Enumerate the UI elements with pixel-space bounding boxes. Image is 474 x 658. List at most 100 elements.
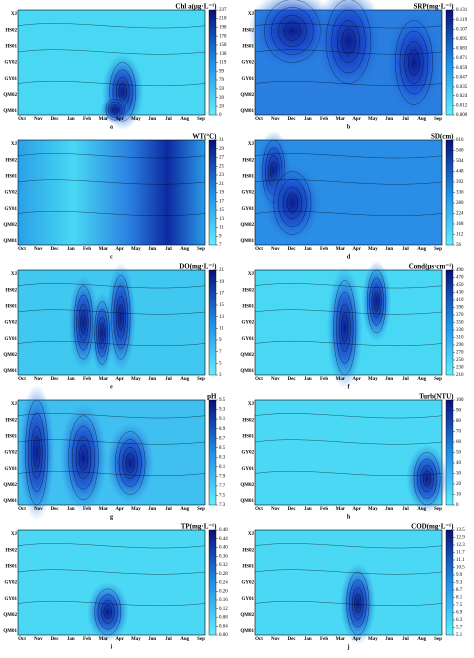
month-label: Aug [180, 377, 189, 382]
station-label: QM01 [3, 629, 17, 634]
month-label: Nov [271, 247, 280, 252]
month-label: Oct [255, 377, 263, 382]
station-label: GY01 [5, 597, 18, 602]
contour-line [420, 465, 434, 493]
month-label: Jan [67, 637, 75, 642]
colorbar-tick-label: 7.3 [219, 503, 226, 508]
colorbar-tick-label: 490 [456, 268, 464, 273]
panel-title: DO(mg·L⁻¹) [179, 263, 217, 271]
contour-line [254, 439, 443, 445]
month-label: May [368, 117, 378, 122]
station-label: QM02 [240, 483, 254, 488]
hotspot [100, 96, 131, 124]
station-label: QM02 [240, 353, 254, 358]
month-label: May [368, 377, 378, 382]
colorbar-tick-label: 0.071 [456, 56, 468, 61]
hotspot [406, 444, 448, 513]
colorbar-tick-label: 250 [456, 358, 464, 363]
contour-line [254, 153, 443, 159]
colorbar [445, 9, 454, 116]
month-label: Aug [180, 247, 189, 252]
contour-line [17, 569, 206, 575]
colorbar-tick-label: 11.7 [456, 551, 465, 556]
contour-line [110, 104, 121, 116]
colorbar-tick-label: 0.047 [456, 75, 468, 80]
contour-line [25, 399, 49, 506]
hotspot [384, 7, 444, 118]
month-label: May [131, 507, 141, 512]
contour-line [417, 458, 438, 499]
station-label: GY02 [242, 61, 255, 66]
station-label: XJ [248, 272, 255, 277]
colorbar-tick-label: 50 [456, 451, 462, 456]
colorbar-tick-label: 21 [219, 182, 225, 187]
month-label: Apr [352, 117, 361, 122]
colorbar-tick-label: 60 [456, 440, 462, 445]
colorbar-tick-label: 8.7 [219, 436, 226, 441]
colorbar-tick-label: 9.3 [219, 408, 226, 413]
station-label: QM01 [240, 499, 254, 504]
contour-line [341, 28, 356, 55]
month-label: Feb [83, 637, 91, 642]
station-label: GY01 [242, 207, 255, 212]
contour-line [325, 0, 372, 84]
colorbar [445, 139, 454, 246]
month-label: Jun [148, 637, 156, 642]
month-label: Apr [115, 117, 124, 122]
month-label: Dec [288, 377, 297, 382]
month-label: Sep [197, 507, 205, 512]
colorbar-tick-label: 56 [456, 243, 462, 248]
month-label: Sep [434, 247, 442, 252]
month-label: Mar [99, 117, 109, 122]
contour-line [273, 171, 312, 235]
colorbar-tick-label: 0.16 [219, 598, 228, 603]
station-label: HS01 [242, 174, 254, 179]
colorbar [208, 529, 217, 636]
station-label: QM02 [3, 353, 17, 358]
month-label: Sep [197, 247, 205, 252]
month-label: Sep [197, 117, 205, 122]
colorbar-tick-label: 70 [456, 430, 462, 435]
colorbar-tick-label: 99 [219, 69, 225, 74]
station-label: HS01 [5, 564, 17, 569]
colorbar-tick-label: 7.7 [219, 484, 226, 489]
colorbar-tick-label: 0.107 [456, 27, 468, 32]
colorbar-tick-label: 19 [219, 280, 225, 285]
station-label: HS02 [242, 288, 254, 293]
contour-line [254, 341, 443, 346]
hotspot [106, 422, 155, 504]
month-label: Apr [115, 247, 124, 252]
station-label: HS01 [242, 564, 254, 569]
contour-line [17, 439, 206, 445]
contour-line [254, 179, 443, 185]
colorbar-tick-label: 0.32 [219, 563, 228, 568]
month-label: Mar [336, 507, 346, 512]
month-label: Aug [417, 117, 426, 122]
contour-line [30, 426, 43, 479]
station-label: XJ [248, 532, 255, 537]
month-label: Feb [320, 247, 328, 252]
station-label: HS01 [5, 434, 17, 439]
contour-line [339, 303, 351, 352]
month-label: Sep [434, 637, 442, 642]
colorbar-tick-label: 29 [219, 147, 225, 152]
colorbar-tick-label: 8.1 [219, 465, 226, 470]
colorbar-tick-label: 11 [219, 326, 224, 331]
colorbar-tick-label: 9 [219, 338, 222, 343]
contour-line [28, 412, 46, 493]
station-label: XJ [11, 402, 18, 407]
month-label: Aug [180, 507, 189, 512]
station-label: GY02 [242, 191, 255, 196]
colorbar-tick-label: 12.3 [456, 543, 465, 548]
month-label: Jul [165, 507, 172, 512]
panel-letter: f [348, 384, 351, 390]
colorbar-tick-label: 7 [219, 350, 222, 355]
panel-letter: b [347, 124, 351, 130]
month-label: Nov [271, 637, 280, 642]
month-label: Jun [148, 247, 156, 252]
month-label: Dec [51, 637, 60, 642]
colorbar-tick-label: 7.9 [219, 475, 226, 480]
contour-line [331, 9, 366, 74]
contour-line [395, 20, 433, 105]
